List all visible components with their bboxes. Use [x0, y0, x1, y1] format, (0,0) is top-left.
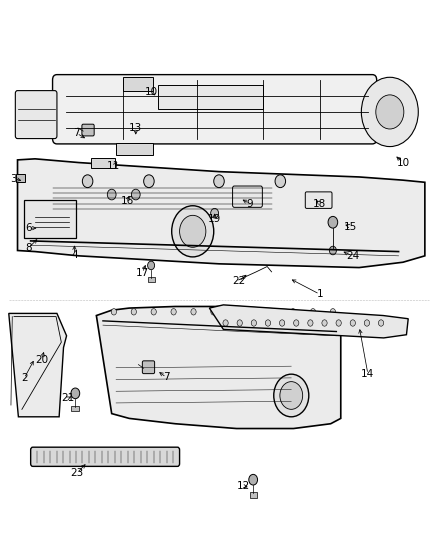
Circle shape: [378, 320, 384, 326]
Circle shape: [350, 320, 355, 326]
Circle shape: [251, 320, 257, 326]
Circle shape: [311, 309, 316, 315]
Text: 18: 18: [313, 199, 326, 208]
Circle shape: [336, 320, 341, 326]
Text: 8: 8: [25, 243, 32, 253]
Circle shape: [280, 382, 303, 409]
FancyBboxPatch shape: [91, 158, 115, 168]
Circle shape: [131, 189, 140, 200]
Circle shape: [265, 320, 271, 326]
Circle shape: [82, 175, 93, 188]
Circle shape: [211, 309, 216, 315]
FancyBboxPatch shape: [233, 186, 262, 207]
Circle shape: [290, 309, 296, 315]
Circle shape: [251, 309, 256, 315]
Polygon shape: [96, 306, 341, 429]
FancyBboxPatch shape: [16, 174, 25, 182]
Circle shape: [308, 320, 313, 326]
FancyBboxPatch shape: [31, 447, 180, 466]
Circle shape: [330, 309, 336, 315]
Circle shape: [237, 320, 242, 326]
Circle shape: [249, 474, 258, 485]
Text: 19: 19: [208, 214, 221, 223]
Text: 20: 20: [35, 355, 48, 365]
Text: 11: 11: [107, 161, 120, 171]
Text: 7: 7: [163, 373, 170, 382]
Circle shape: [322, 320, 327, 326]
Circle shape: [111, 309, 117, 315]
Circle shape: [271, 309, 276, 315]
Circle shape: [376, 95, 404, 129]
Circle shape: [223, 320, 228, 326]
Circle shape: [171, 309, 176, 315]
Circle shape: [131, 309, 136, 315]
Text: 17: 17: [136, 268, 149, 278]
Polygon shape: [9, 313, 67, 417]
Circle shape: [231, 309, 236, 315]
Circle shape: [191, 309, 196, 315]
Circle shape: [364, 320, 370, 326]
Circle shape: [148, 261, 155, 270]
FancyBboxPatch shape: [53, 75, 377, 144]
Text: 6: 6: [25, 223, 32, 233]
Text: 10: 10: [145, 87, 158, 97]
Text: 7: 7: [73, 128, 80, 138]
Circle shape: [361, 77, 418, 147]
Circle shape: [279, 320, 285, 326]
Text: 9: 9: [246, 199, 253, 208]
FancyBboxPatch shape: [116, 143, 153, 155]
FancyBboxPatch shape: [305, 192, 332, 208]
Text: 14: 14: [361, 369, 374, 379]
Circle shape: [71, 388, 80, 399]
Text: 10: 10: [396, 158, 410, 167]
FancyBboxPatch shape: [158, 85, 263, 109]
Polygon shape: [209, 305, 408, 338]
Circle shape: [275, 175, 286, 188]
Circle shape: [293, 320, 299, 326]
FancyBboxPatch shape: [24, 200, 76, 238]
Circle shape: [144, 175, 154, 188]
FancyBboxPatch shape: [71, 406, 79, 411]
Text: 3: 3: [10, 174, 17, 183]
FancyBboxPatch shape: [15, 91, 57, 139]
Circle shape: [151, 309, 156, 315]
Circle shape: [172, 206, 214, 257]
Circle shape: [274, 374, 309, 417]
FancyBboxPatch shape: [82, 124, 94, 136]
Text: 4: 4: [71, 250, 78, 260]
Text: 15: 15: [344, 222, 357, 231]
Circle shape: [214, 175, 224, 188]
Circle shape: [328, 216, 338, 228]
Text: 16: 16: [120, 197, 134, 206]
Polygon shape: [18, 159, 425, 268]
Text: 24: 24: [346, 251, 359, 261]
Text: 13: 13: [129, 123, 142, 133]
Text: 21: 21: [61, 393, 74, 403]
Text: 12: 12: [237, 481, 250, 491]
Circle shape: [329, 246, 336, 255]
FancyBboxPatch shape: [148, 277, 155, 282]
Text: 2: 2: [21, 374, 28, 383]
Circle shape: [107, 189, 116, 200]
FancyBboxPatch shape: [142, 361, 155, 374]
FancyBboxPatch shape: [250, 492, 257, 498]
Text: 1: 1: [316, 289, 323, 299]
FancyBboxPatch shape: [123, 77, 153, 91]
Circle shape: [180, 215, 206, 247]
Text: 22: 22: [232, 277, 245, 286]
Circle shape: [211, 208, 219, 218]
Text: 23: 23: [70, 469, 83, 478]
